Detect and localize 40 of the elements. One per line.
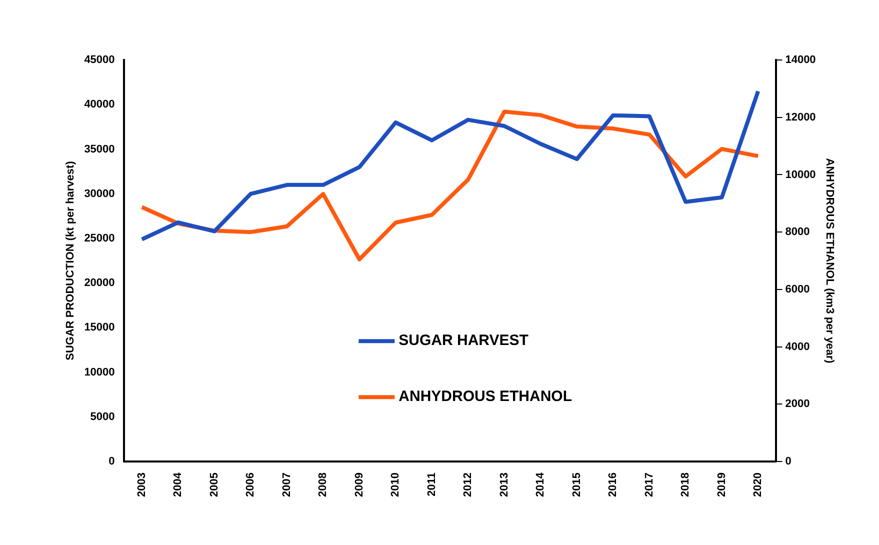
y-tick-label: 10000 [84,366,115,378]
y2-tick-label: 12000 [785,111,816,124]
x-tick-label: 2009 [353,472,366,498]
y-tick-label: 35000 [84,143,115,156]
y2-tick-label: 8000 [785,226,810,238]
y-tick-label: 20000 [84,277,115,290]
y2-axis-title: ANHYDROUS ETHANOL (km3 per year) [823,158,836,364]
x-tick-label: 2004 [172,472,184,498]
x-tick-label: 2016 [607,472,620,498]
y2-tick-label: 0 [785,456,792,468]
y-tick-label: 30000 [84,188,115,200]
y-tick-label: 5000 [90,410,115,423]
y-tick-label: 45000 [84,54,115,66]
x-tick-label: 2006 [244,472,257,498]
y-tick-label: 40000 [84,98,115,111]
x-tick-label: 2020 [752,472,764,498]
y2-tick-label: 14000 [785,54,816,66]
x-tick-label: 2003 [136,472,148,498]
x-tick-label: 2019 [716,472,728,498]
y2-tick-label: 10000 [785,168,816,181]
y2-tick-label: 2000 [785,398,810,410]
x-tick-label: 2005 [208,472,220,498]
x-tick-label: 2008 [317,472,330,498]
legend-label: ANHYDROUS ETHANOL [398,388,572,406]
x-tick-label: 2012 [462,472,474,498]
x-tick-label: 2014 [534,472,547,498]
y-axis-title: SUGAR PRODUCTION (kt per harvest) [64,160,77,360]
legend-label: SUGAR HARVEST [398,332,528,350]
x-tick-label: 2015 [570,472,583,498]
x-tick-label: 2017 [643,472,656,498]
y-tick-label: 0 [108,456,115,468]
x-tick-label: 2011 [426,472,438,496]
y2-tick-label: 4000 [785,340,810,353]
x-tick-label: 2018 [680,472,692,498]
y2-tick-label: 6000 [785,283,810,296]
y-tick-label: 25000 [84,232,115,244]
x-tick-label: 2013 [498,472,510,498]
x-tick-label: 2007 [280,472,293,498]
y-tick-label: 15000 [84,322,115,334]
x-tick-label: 2010 [390,472,402,498]
